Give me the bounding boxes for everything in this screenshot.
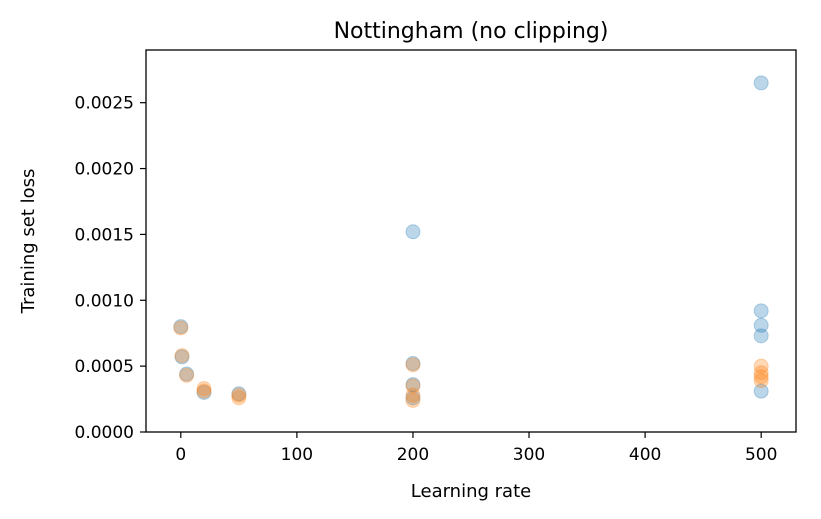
y-axis-label: Training set loss [18, 169, 39, 315]
data-point [753, 365, 769, 381]
y-tick-label: 0.0020 [75, 160, 134, 180]
series-1-points [173, 320, 769, 408]
data-point [753, 383, 769, 399]
data-point [753, 75, 769, 91]
x-axis-label: Learning rate [411, 481, 531, 502]
plot-frame [145, 49, 797, 433]
data-point [405, 224, 421, 240]
data-point [173, 319, 189, 335]
data-point [405, 378, 421, 394]
x-tick-label: 100 [281, 445, 313, 465]
y-tick-label: 0.0025 [75, 94, 134, 114]
data-point [405, 392, 421, 408]
data-point [196, 381, 212, 397]
data-point [405, 377, 421, 393]
data-point [179, 366, 195, 382]
x-tick-label: 500 [745, 445, 777, 465]
data-point [753, 373, 769, 389]
data-point [231, 387, 247, 403]
data-point [753, 358, 769, 374]
points-layer [173, 75, 769, 408]
data-point [179, 367, 195, 383]
x-tick-label: 400 [629, 445, 661, 465]
y-tick-label: 0.0005 [75, 357, 134, 377]
x-tick-label: 0 [175, 445, 186, 465]
data-point [405, 387, 421, 403]
y-axis-ticks: 0.0000 0.0005 0.0010 0.0015 0.0020 0.0025 [75, 94, 146, 443]
data-point [173, 320, 189, 336]
x-tick-label: 200 [397, 445, 429, 465]
y-tick-label: 0.0015 [75, 225, 134, 245]
data-point [174, 349, 190, 365]
chart-title: Nottingham (no clipping) [334, 19, 609, 44]
data-point [405, 357, 421, 373]
data-point [196, 384, 212, 400]
data-point [753, 369, 769, 385]
data-point [753, 328, 769, 344]
x-tick-label: 300 [513, 445, 545, 465]
data-point [174, 348, 190, 364]
series-0-points [173, 75, 769, 406]
y-tick-label: 0.0010 [75, 291, 134, 311]
data-point [405, 390, 421, 406]
x-axis-ticks: 0 100 200 300 400 500 [175, 432, 777, 465]
data-point [753, 317, 769, 333]
data-point [753, 303, 769, 319]
data-point [405, 356, 421, 372]
data-point [231, 386, 247, 402]
data-point [231, 390, 247, 406]
data-point [196, 383, 212, 399]
y-tick-label: 0.0000 [75, 423, 134, 443]
